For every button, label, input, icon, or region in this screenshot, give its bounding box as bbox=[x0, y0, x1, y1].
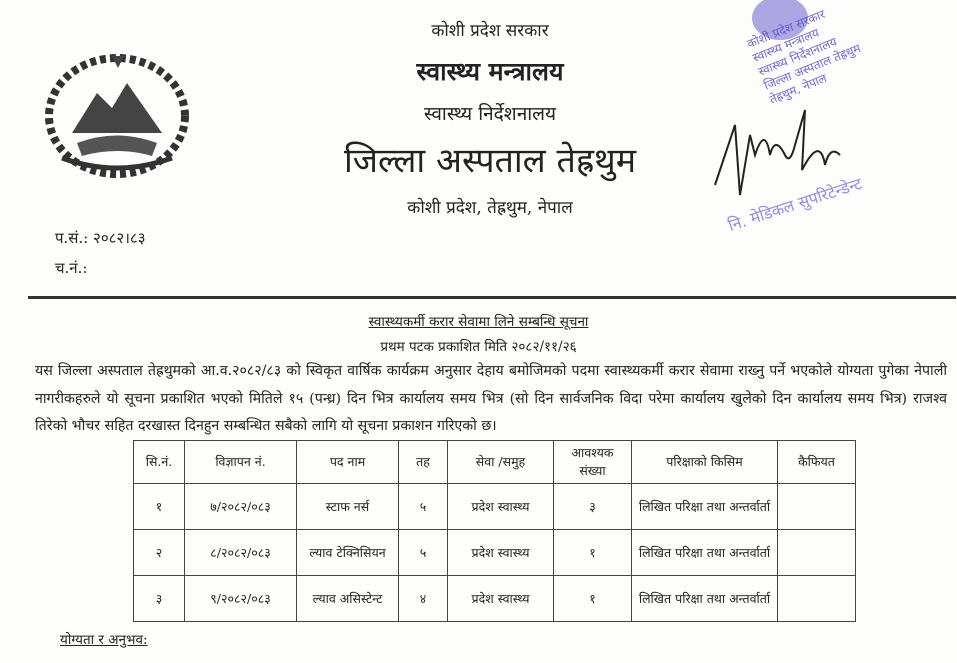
col-header: सेवा /समुह bbox=[447, 440, 554, 484]
qualification-heading: योग्यता र अनुभव: bbox=[60, 632, 148, 648]
table-row: १ ७/२०८२/०८३ स्टाफ नर्स ५ प्रदेश स्वास्थ… bbox=[133, 483, 856, 530]
cell: लिखित परिक्षा तथा अन्तर्वार्ता bbox=[631, 575, 778, 622]
letter-number: प.सं.: २०८२।८३ bbox=[55, 229, 146, 247]
col-header: तह bbox=[398, 440, 448, 484]
cell: २ bbox=[133, 529, 185, 576]
cell: ल्याव टेक्निसियन bbox=[296, 529, 399, 576]
office-address: कोशी प्रदेश, तेह्रथुम, नेपाल bbox=[407, 198, 573, 218]
cell: लिखित परिक्षा तथा अन्तर्वार्ता bbox=[631, 529, 778, 576]
col-header: विज्ञापन नं. bbox=[184, 440, 297, 484]
cell: ४ bbox=[398, 575, 448, 622]
nepal-emblem-logo bbox=[45, 54, 189, 178]
cell: प्रदेश स्वास्थ्य bbox=[447, 529, 554, 576]
header-divider bbox=[28, 296, 956, 299]
cell: ५ bbox=[398, 529, 448, 576]
official-stamp-signature: कोशी प्रदेश सरकार स्वास्थ्य मन्त्रालय स्… bbox=[714, 0, 935, 240]
notice-title: स्वास्थ्यकर्मी करार सेवामा लिने सम्बन्धि… bbox=[368, 314, 589, 330]
cell: १ bbox=[553, 529, 632, 576]
cell: ३ bbox=[553, 483, 632, 530]
cell: प्रदेश स्वास्थ्य bbox=[447, 483, 554, 530]
dispatch-number: च.नं.: bbox=[55, 259, 88, 277]
table-row: २ ८/२०८२/०८३ ल्याव टेक्निसियन ५ प्रदेश स… bbox=[133, 529, 856, 576]
publication-date: प्रथम पटक प्रकाशित मिति २०८२/११/२६ bbox=[380, 339, 577, 355]
cell: ल्याव असिस्टेन्ट bbox=[296, 575, 399, 622]
table-header-row: सि.नं. विज्ञापन नं. पद नाम तह सेवा /समुह… bbox=[133, 440, 856, 484]
directorate-name: स्वास्थ्य निर्देशनालय bbox=[423, 103, 557, 125]
col-header: परिक्षाको किसिम bbox=[631, 440, 778, 484]
ministry-name: स्वास्थ्य मन्त्रालय bbox=[416, 57, 564, 86]
cell: १ bbox=[553, 575, 632, 622]
cell: ३ bbox=[133, 575, 185, 622]
cell: प्रदेश स्वास्थ्य bbox=[447, 575, 554, 622]
cell: स्टाफ नर्स bbox=[296, 483, 399, 530]
col-header: पद नाम bbox=[296, 440, 399, 484]
cell: ८/२०८२/०८३ bbox=[184, 529, 297, 576]
vacancy-table: सि.नं. विज्ञापन नं. पद नाम तह सेवा /समुह… bbox=[133, 440, 856, 622]
signature bbox=[714, 109, 841, 196]
col-header: सि.नं. bbox=[133, 440, 185, 484]
col-header: आवश्यक संख्या bbox=[553, 440, 632, 484]
notice-body: यस जिल्ला अस्पताल तेह्रथुमको आ.व.२०८२/८३… bbox=[35, 363, 947, 434]
stamp-emblem-icon bbox=[752, 0, 808, 40]
cell bbox=[777, 529, 856, 576]
col-header: कैफियत bbox=[777, 440, 856, 484]
table-row: ३ ९/२०८२/०८३ ल्याव असिस्टेन्ट ४ प्रदेश स… bbox=[133, 575, 856, 622]
cell: ९/२०८२/०८३ bbox=[184, 575, 297, 622]
government-name: कोशी प्रदेश सरकार bbox=[431, 21, 549, 41]
cell bbox=[777, 483, 856, 530]
office-name: जिल्ला अस्पताल तेह्रथुम bbox=[343, 141, 637, 181]
cell: ७/२०८२/०८३ bbox=[184, 483, 297, 530]
cell: १ bbox=[133, 483, 185, 530]
cell: लिखित परिक्षा तथा अन्तर्वार्ता bbox=[631, 483, 778, 530]
cell: ५ bbox=[398, 483, 448, 530]
cell bbox=[777, 575, 856, 622]
